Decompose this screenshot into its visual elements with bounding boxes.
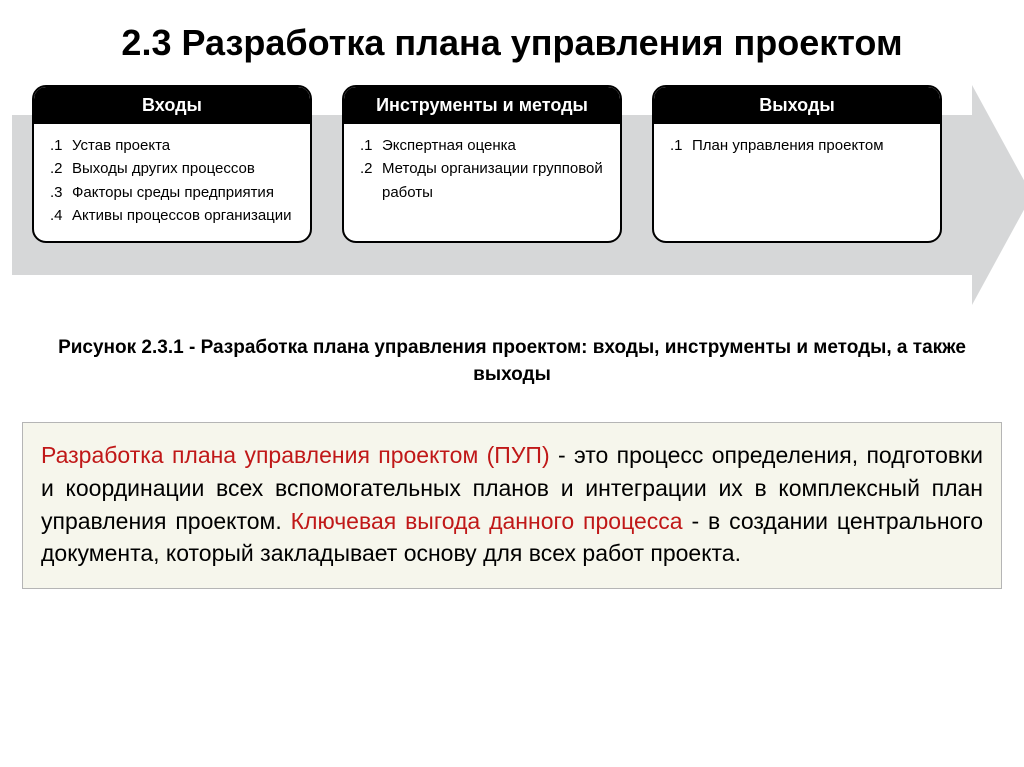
box-header: Входы [34, 87, 310, 124]
item-number: .1 [50, 134, 72, 157]
description-text: Разработка плана управления проектом (ПУ… [41, 439, 983, 570]
diagram-box: Входы.1Устав проекта.2Выходы других проц… [32, 85, 312, 243]
item-number: .4 [50, 204, 72, 227]
diagram-box: Инструменты и методы.1Экспертная оценка.… [342, 85, 622, 243]
item-text: Экспертная оценка [382, 134, 604, 157]
item-text: План управления проектом [692, 134, 924, 157]
description-highlight-2: Ключевая выгода данного процесса [291, 508, 683, 534]
description-block: Разработка плана управления проектом (ПУ… [22, 422, 1002, 589]
item-number: .1 [360, 134, 382, 157]
box-body: .1Устав проекта.2Выходы других процессов… [34, 124, 310, 241]
item-text: Факторы среды предприятия [72, 181, 294, 204]
item-text: Активы процессов организации [72, 204, 294, 227]
item-text: Выходы других процессов [72, 157, 294, 180]
diagram-boxes: Входы.1Устав проекта.2Выходы других проц… [32, 85, 942, 243]
box-header: Выходы [654, 87, 940, 124]
process-arrow-diagram: Входы.1Устав проекта.2Выходы других проц… [12, 85, 1012, 325]
figure-caption: Рисунок 2.3.1 - Разработка плана управле… [40, 335, 984, 388]
box-body: .1План управления проектом [654, 124, 940, 171]
item-text: Устав проекта [72, 134, 294, 157]
diagram-box: Выходы .1План управления проектом [652, 85, 942, 243]
list-item: .1План управления проектом [670, 134, 924, 157]
arrow-head-icon [972, 85, 1024, 305]
list-item: .2Методы организации групповой работы [360, 157, 604, 204]
list-item: .1Экспертная оценка [360, 134, 604, 157]
item-number: .1 [670, 134, 692, 157]
list-item: .1Устав проекта [50, 134, 294, 157]
item-number: .3 [50, 181, 72, 204]
box-body: .1Экспертная оценка.2Методы организации … [344, 124, 620, 218]
list-item: .3Факторы среды предприятия [50, 181, 294, 204]
list-item: .4Активы процессов организации [50, 204, 294, 227]
item-number: .2 [50, 157, 72, 180]
page-title: 2.3 Разработка плана управления проектом [0, 0, 1024, 75]
item-text: Методы организации групповой работы [382, 157, 604, 204]
box-header: Инструменты и методы [344, 87, 620, 124]
description-highlight-1: Разработка плана управления проектом (ПУ… [41, 442, 550, 468]
item-number: .2 [360, 157, 382, 204]
list-item: .2Выходы других процессов [50, 157, 294, 180]
